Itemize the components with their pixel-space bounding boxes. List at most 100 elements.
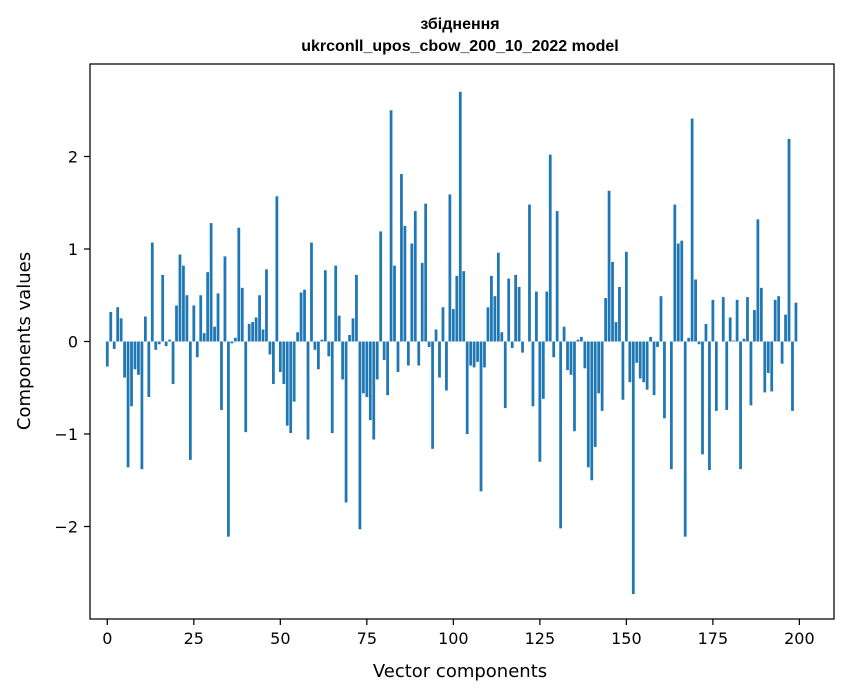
bar — [123, 341, 126, 378]
bar — [299, 292, 303, 342]
bar — [254, 317, 258, 342]
bar — [420, 262, 424, 342]
bar — [323, 270, 327, 342]
bar — [721, 297, 725, 342]
bar — [230, 341, 234, 344]
bar — [451, 309, 455, 342]
bar — [749, 341, 753, 406]
x-axis-ticks: 0 25 50 75 100 125 150 175 200 — [102, 619, 815, 648]
bar — [701, 341, 704, 455]
bar — [164, 341, 168, 347]
bar — [109, 311, 113, 342]
bar — [545, 291, 549, 342]
bar — [313, 341, 317, 350]
bar — [220, 341, 223, 410]
bar — [635, 341, 639, 363]
bar — [258, 295, 261, 342]
bar — [389, 110, 393, 342]
bar — [562, 326, 566, 342]
bars-group — [105, 91, 798, 595]
bar — [583, 341, 587, 369]
bar — [272, 341, 275, 385]
x-tick-label: 25 — [184, 629, 204, 648]
bar — [185, 295, 189, 342]
bar — [663, 341, 666, 419]
bar — [227, 341, 230, 537]
bar — [375, 341, 379, 380]
bar — [358, 341, 362, 530]
x-tick-label: 50 — [270, 629, 290, 648]
bar — [673, 204, 677, 342]
bar — [285, 341, 289, 426]
bar — [351, 318, 355, 342]
bar — [330, 341, 334, 434]
bar — [618, 286, 621, 342]
y-tick-label: 2 — [68, 148, 78, 167]
bar — [773, 299, 777, 342]
bar — [320, 339, 324, 342]
bar — [614, 322, 618, 342]
bar — [510, 341, 514, 348]
x-tick-label: 75 — [357, 629, 377, 648]
bar — [154, 341, 158, 350]
bar — [586, 341, 590, 468]
bar — [199, 295, 203, 342]
bar — [140, 341, 144, 470]
bar — [756, 219, 760, 342]
bar — [528, 204, 531, 342]
bar — [216, 293, 220, 342]
bar — [417, 341, 421, 366]
bar — [306, 341, 310, 440]
bar — [445, 341, 448, 391]
chart-subtitle: ukrconll_upos_cbow_200_10_2022 model — [301, 38, 618, 55]
bar — [580, 336, 583, 342]
bar — [493, 296, 497, 342]
chart-title: збіднення — [420, 16, 499, 33]
bar — [289, 341, 293, 434]
x-tick-label: 150 — [611, 629, 642, 648]
bar — [500, 332, 504, 342]
bar — [261, 329, 265, 342]
bar — [486, 307, 490, 342]
bar — [656, 341, 659, 348]
bar — [403, 225, 407, 342]
bar — [303, 289, 306, 342]
bar — [168, 339, 171, 342]
bar — [150, 242, 154, 342]
bar — [372, 341, 376, 440]
bar — [531, 341, 535, 407]
bar — [628, 341, 632, 383]
bar — [143, 316, 147, 342]
bar — [735, 299, 739, 342]
bar — [355, 274, 358, 342]
bar — [237, 227, 241, 342]
bar — [521, 341, 524, 353]
bar — [292, 341, 296, 402]
bar — [348, 335, 351, 342]
bar — [240, 287, 244, 342]
bar — [448, 194, 452, 342]
y-tick-label: −2 — [54, 518, 78, 537]
bar — [753, 310, 756, 342]
bar — [327, 341, 331, 357]
bar — [382, 341, 386, 360]
bar — [410, 243, 414, 342]
bar — [251, 322, 255, 342]
bar — [597, 341, 601, 394]
bar — [469, 341, 473, 366]
bar — [278, 341, 282, 373]
bar — [202, 333, 206, 342]
bar — [759, 287, 763, 342]
bar — [791, 341, 794, 411]
bar — [694, 279, 697, 342]
bar — [310, 242, 313, 342]
x-tick-label: 125 — [525, 629, 556, 648]
bar — [496, 252, 500, 342]
bar — [555, 211, 559, 342]
bar — [541, 341, 545, 399]
bar — [611, 261, 614, 342]
bar — [780, 341, 784, 364]
bar — [396, 341, 400, 373]
bar — [413, 211, 417, 342]
bar — [642, 341, 646, 383]
